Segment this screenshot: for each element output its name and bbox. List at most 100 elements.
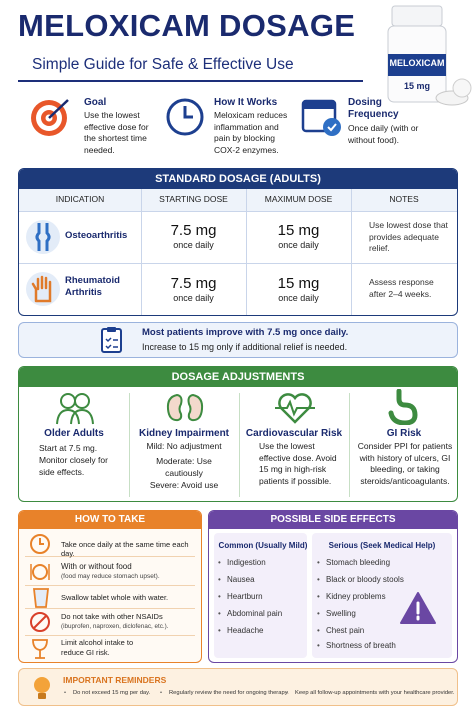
side-effects: POSSIBLE SIDE EFFECTS Common (Usually Mi… [208, 510, 458, 663]
side-effect-item: Kidney problems [317, 592, 386, 601]
adjustments-title: DOSAGE ADJUSTMENTS [19, 367, 457, 387]
bottle-label [388, 54, 446, 76]
stomach-icon [388, 389, 418, 425]
notes: Use lowest dose that provides adequate r… [369, 220, 448, 253]
how-to-take-note: (food may reduce stomach upset). [61, 573, 160, 580]
heart [278, 393, 312, 424]
alcohol-icon [32, 639, 48, 659]
pulse [275, 399, 315, 417]
bulb-icon [34, 677, 50, 699]
dose: 15 mg [277, 275, 320, 292]
row-divider [19, 211, 457, 212]
row-divider [25, 556, 195, 557]
adjustment-text: Consider PPI for patients with history o… [357, 441, 453, 486]
head [74, 393, 90, 409]
glass-icon [32, 588, 50, 608]
how-to-take: HOW TO TAKE Take once daily at the same … [18, 510, 202, 663]
bottle-label-text: MELOXICAM [389, 58, 445, 68]
column-header: INDICATION [55, 194, 105, 204]
side-effects-title: POSSIBLE SIDE EFFECTS [209, 511, 457, 529]
check [327, 123, 337, 132]
bottle-cap [391, 5, 443, 27]
side-effect-item: Chest pain [317, 626, 364, 635]
pill [452, 78, 472, 98]
head [60, 393, 76, 409]
adjustment-title: Cardiovascular Risk [245, 428, 343, 439]
frequency: once daily [278, 240, 319, 250]
bone [35, 223, 51, 251]
cutlery [30, 564, 50, 580]
clipboard [101, 328, 122, 353]
notes: Assess response after 2–4 weeks. [369, 277, 434, 299]
divider [18, 80, 363, 82]
row-divider [25, 608, 195, 609]
intro-text: Use the lowest effective dose for the sh… [84, 110, 149, 155]
adjustment-text: Severe: Avoid use [149, 480, 219, 490]
reminder-item: Regularly review the need for ongoing th… [160, 690, 289, 696]
bottle-strength: 15 mg [403, 81, 430, 91]
side-effect-item: Swelling [317, 609, 356, 618]
dose: 7.5 mg [170, 222, 217, 239]
glass [32, 588, 50, 608]
bottle-image [387, 5, 472, 106]
goal-icon [31, 99, 69, 136]
callout-headline: Most patients improve with 7.5 mg once d… [142, 327, 349, 338]
how-to-take-item: Take once daily at the same time each da… [61, 540, 189, 558]
checklist [105, 337, 118, 350]
clip [107, 327, 116, 332]
col-divider [239, 393, 240, 497]
clock-icon [30, 534, 50, 554]
side-effect-item: Headache [218, 626, 264, 635]
dose: 7.5 mg [170, 275, 217, 292]
adjustments: DOSAGE ADJUSTMENTS Older Adults Start at… [18, 366, 458, 502]
kidney [187, 393, 204, 422]
intro-title: Goal [84, 97, 107, 108]
serious-title: Serious (Seek Medical Help) [328, 541, 436, 550]
adjustment-title: Kidney Impairment [138, 428, 230, 439]
how-to-take-item: Do not take with other NSAIDs [61, 612, 163, 621]
kidney-icon [166, 393, 204, 422]
column-header: NOTES [389, 194, 419, 204]
prohibit [30, 612, 50, 632]
intro-text: Meloxicam reduces inflammation and pain … [214, 110, 288, 155]
prohibit-line [32, 614, 48, 630]
side-effect-item: Indigestion [218, 558, 266, 567]
title: MELOXICAM DOSAGE [18, 8, 356, 43]
reminder-item: Keep all follow-up appointments with you… [286, 690, 454, 696]
how-to-take-item: With or without food [61, 562, 132, 571]
clock-face [166, 98, 204, 136]
hand-icon [26, 272, 60, 306]
adjustment-title: Older Adults [44, 428, 104, 439]
icon-bg [26, 272, 60, 306]
side-effect-item: Heartburn [218, 592, 262, 601]
heart-icon [275, 393, 315, 424]
no-nsaid-icon [30, 612, 50, 632]
older-adults-icon [56, 393, 94, 425]
clock-hands [183, 106, 193, 119]
joint-icon [26, 220, 60, 254]
frequency: once daily [173, 240, 214, 250]
arrow [48, 99, 69, 119]
body [56, 408, 94, 425]
kidney [166, 393, 183, 422]
row-divider [19, 263, 457, 264]
indication: Osteoarthritis [65, 230, 128, 241]
calendar-top [303, 101, 335, 109]
row-divider [25, 635, 195, 636]
column-header: STARTING DOSE [159, 194, 228, 204]
intro-title: Dosing Frequency [348, 97, 399, 120]
indication: Rheumatoid Arthritis [65, 275, 120, 298]
plate [32, 564, 48, 580]
column-header-row [19, 189, 457, 211]
check-badge [323, 118, 341, 136]
adjustment-text: Use the lowest effective dose. Avoid 15 … [259, 441, 337, 486]
callout-text: Increase to 15 mg only if additional rel… [142, 342, 348, 352]
calendar-icon [301, 99, 341, 136]
bulb-base [38, 693, 46, 699]
col-divider [349, 393, 350, 497]
reminders: IMPORTANT REMINDERS Do not exceed 15 mg … [18, 668, 458, 706]
clipboard-icon [101, 327, 122, 353]
wine-glass [32, 639, 48, 659]
